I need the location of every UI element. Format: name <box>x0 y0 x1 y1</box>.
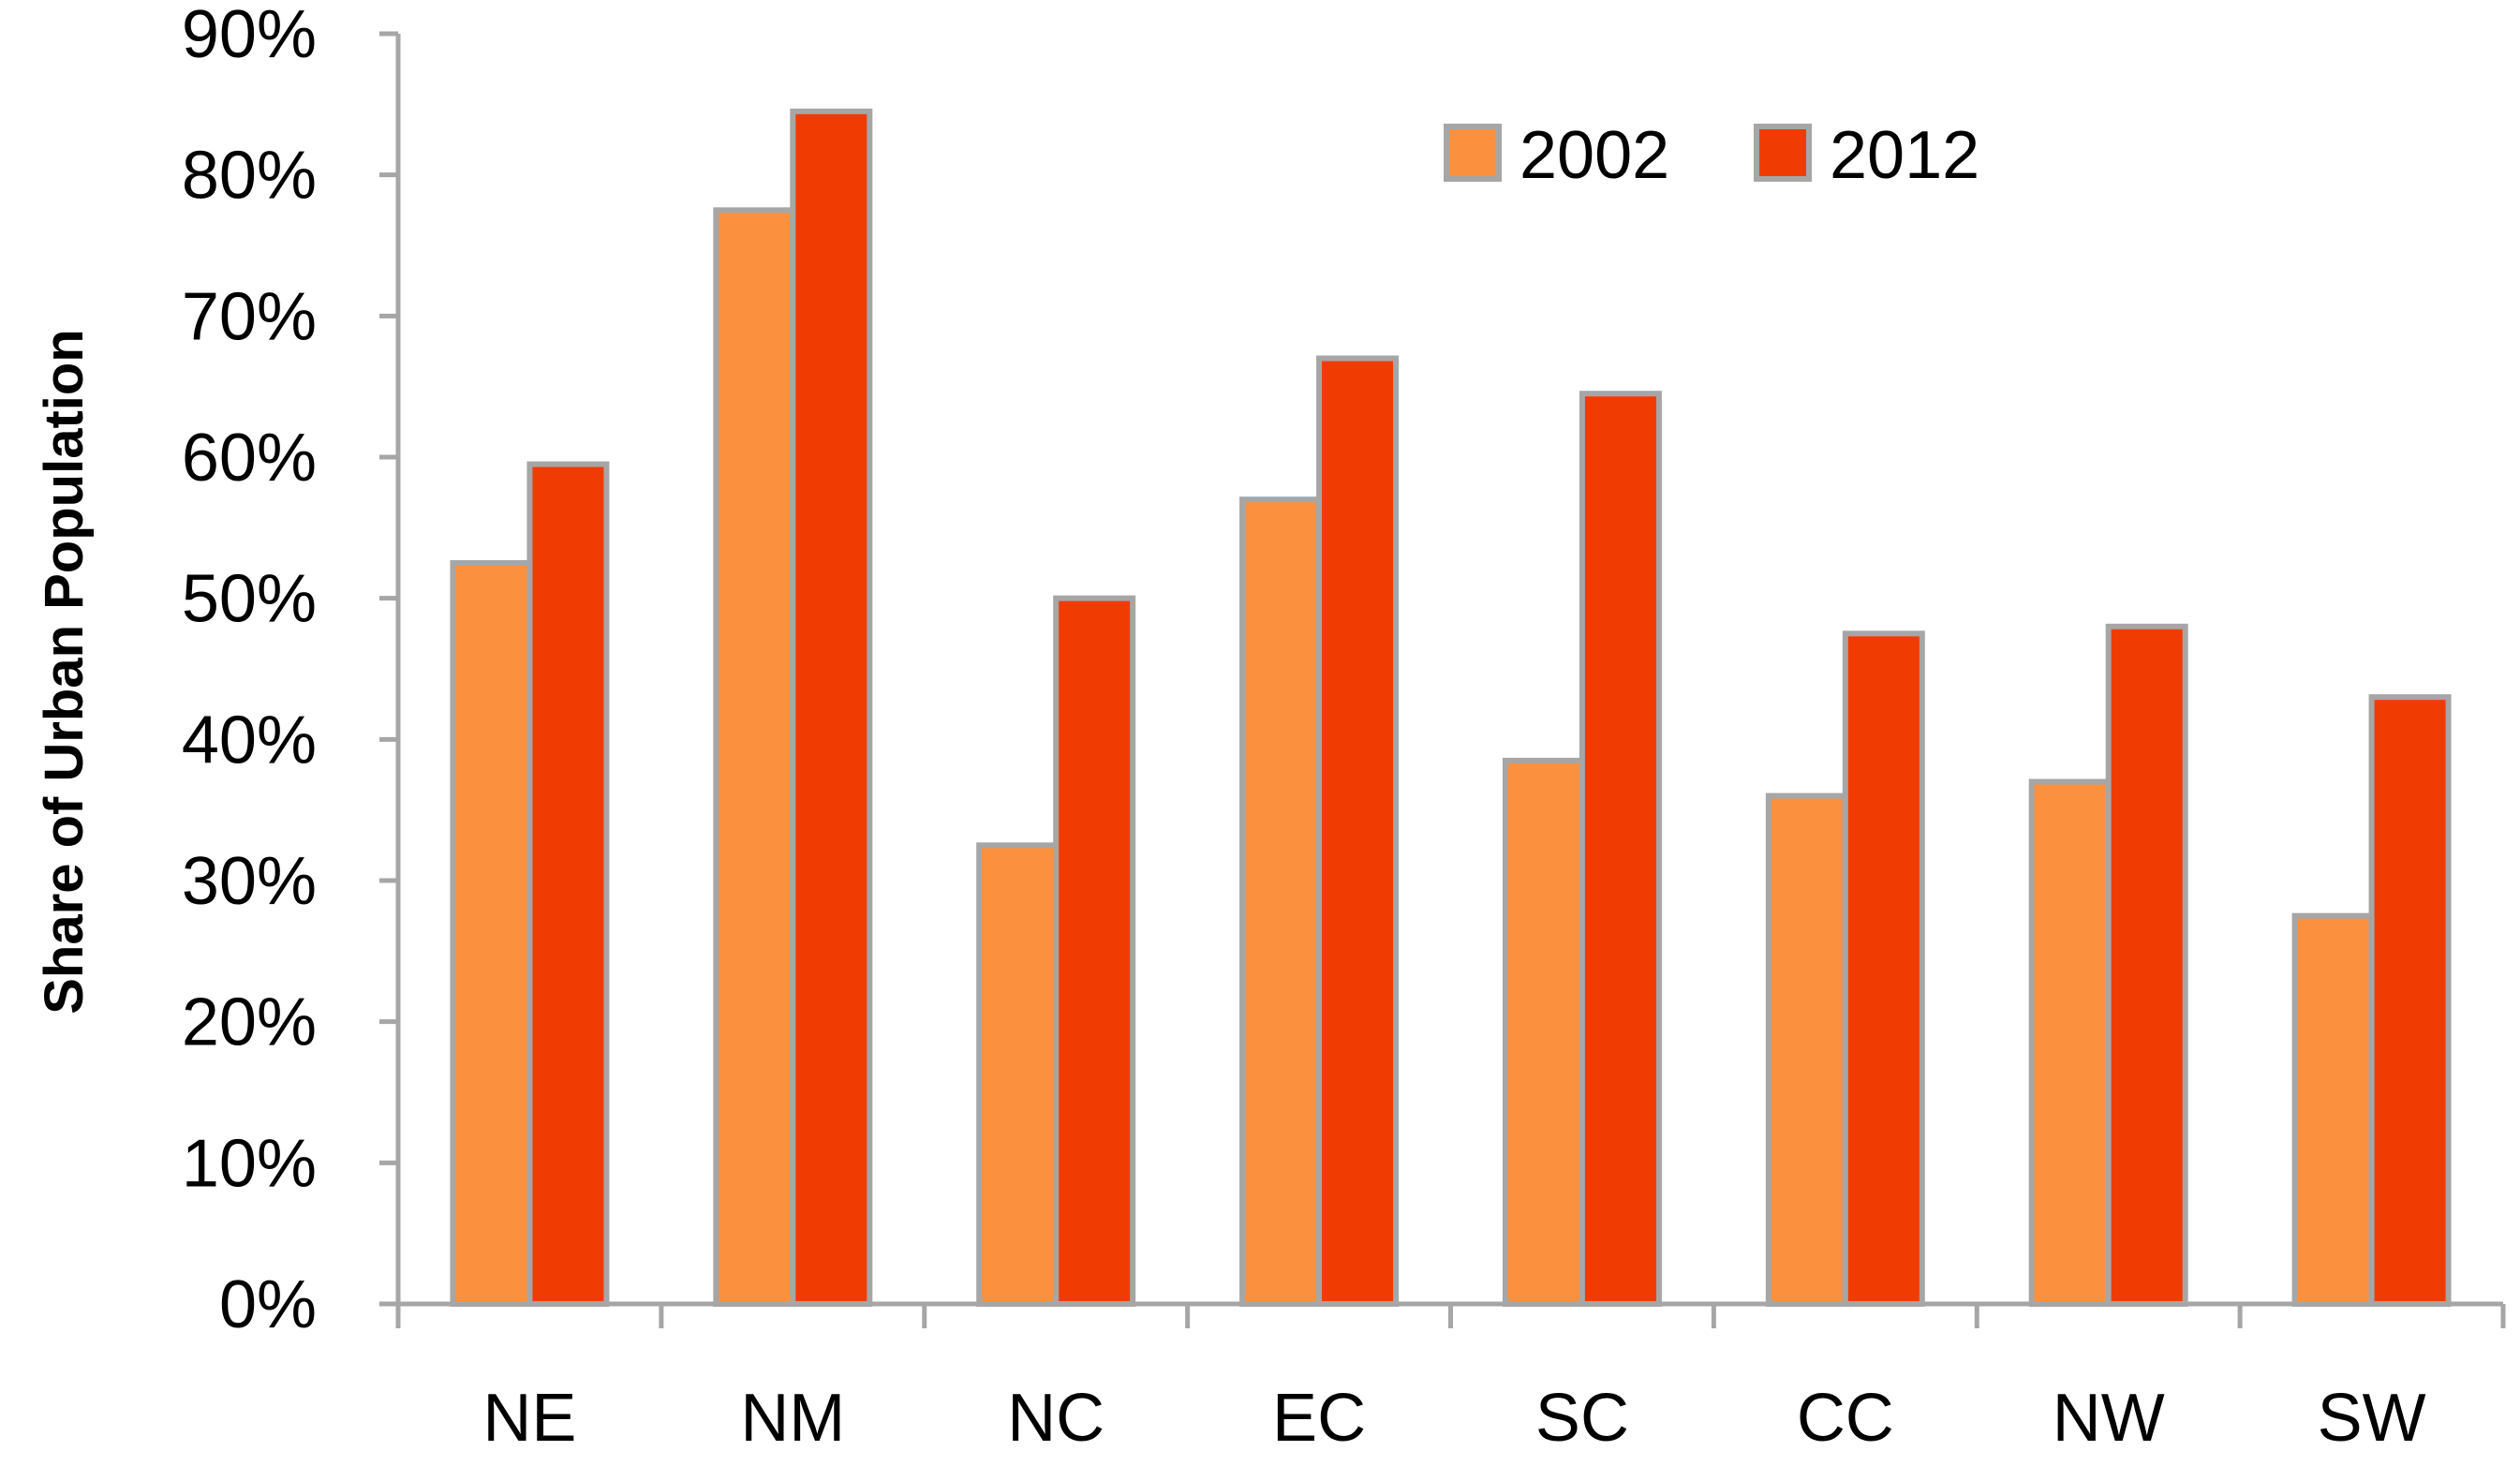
bar-2002-nm <box>713 207 796 1307</box>
bar-2002-sc <box>1502 757 1585 1307</box>
bar-2012-nc <box>1053 595 1136 1307</box>
y-tick-label: 50% <box>182 562 317 637</box>
bar-2012-ec <box>1316 355 1400 1307</box>
x-tick-label: NW <box>2053 1381 2165 1456</box>
bar-2002-sw <box>2291 912 2375 1308</box>
x-tick-label: EC <box>1272 1381 1366 1456</box>
x-tick-label: NE <box>482 1381 576 1456</box>
bar-2012-cc <box>1842 630 1925 1307</box>
x-tick-label: NC <box>1007 1381 1104 1456</box>
legend-swatch-2012 <box>1754 124 1812 182</box>
x-tick-label: NM <box>740 1381 845 1456</box>
bar-2002-ne <box>450 560 533 1307</box>
y-tick-label: 30% <box>182 844 317 919</box>
x-tick-label: SC <box>1535 1381 1629 1456</box>
x-tick-label: CC <box>1797 1381 1894 1456</box>
bar-2002-ec <box>1239 496 1323 1307</box>
bar-2002-cc <box>1765 792 1848 1307</box>
bar-2012-sw <box>2368 694 2452 1307</box>
bar-2012-sc <box>1579 391 1662 1307</box>
legend: 2002 2012 <box>1444 118 1979 193</box>
bar-2012-nw <box>2105 623 2188 1307</box>
y-tick-label: 0% <box>219 1267 317 1342</box>
bar-2002-nw <box>2028 778 2112 1307</box>
legend-label-2002: 2002 <box>1519 118 1669 193</box>
legend-swatch-2002 <box>1444 124 1502 182</box>
y-tick-label: 10% <box>182 1126 317 1201</box>
y-tick-label: 70% <box>182 279 317 354</box>
y-tick-label: 20% <box>182 985 317 1060</box>
bar-2012-nm <box>790 108 873 1307</box>
y-axis-title: Share of Urban Population <box>34 329 95 1014</box>
bar-2012-ne <box>526 461 610 1307</box>
axes-layer <box>379 31 2506 1328</box>
bar-2002-nc <box>976 842 1060 1307</box>
x-tick-label: SW <box>2318 1381 2426 1456</box>
y-tick-label: 80% <box>182 139 317 214</box>
labels-layer: 0% 10% 20% 30% 40% 50% 60% 70% 80% 90% NE NM NC EC SC C… <box>182 0 2426 1456</box>
y-tick-label: 40% <box>182 703 317 777</box>
y-tick-label: 60% <box>182 421 317 496</box>
legend-label-2012: 2012 <box>1830 118 1979 193</box>
y-tick-label: 90% <box>182 0 317 72</box>
bars-layer <box>450 108 2452 1308</box>
